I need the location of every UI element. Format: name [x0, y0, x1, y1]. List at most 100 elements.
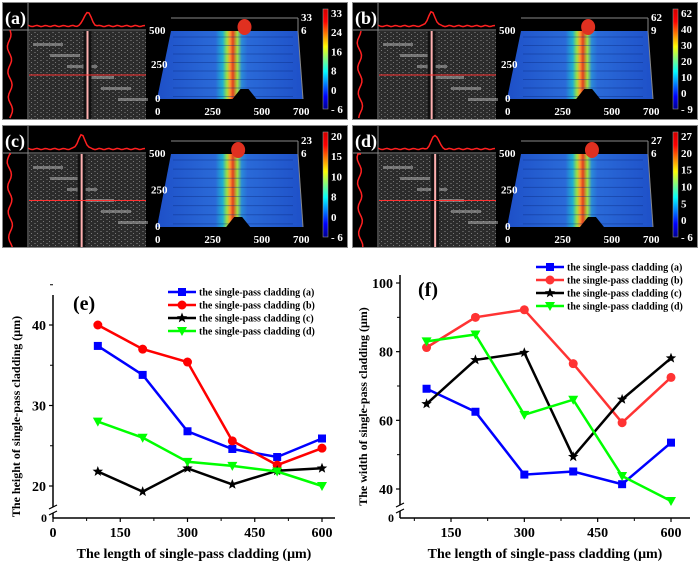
- y-tick-label: 0: [155, 221, 161, 233]
- colorbar-tick-label: 5: [681, 198, 687, 210]
- data-point-d: [227, 461, 238, 471]
- data-point-c: [92, 466, 104, 476]
- legend-label: the single-pass cladding (d): [567, 302, 683, 313]
- surface-streak: [383, 43, 413, 46]
- x-tick-label: 500: [604, 234, 621, 246]
- series-line-b: [97, 323, 323, 467]
- series-line-d: [426, 333, 672, 503]
- y-tick-label: 80: [379, 346, 393, 361]
- surface-streak: [84, 76, 114, 79]
- x-tick-label: 700: [643, 106, 660, 118]
- data-point-b: [617, 418, 627, 428]
- y-tick-label: 20: [32, 480, 46, 495]
- colorbar-tick-label: 40: [681, 24, 693, 36]
- series-c: [421, 347, 677, 462]
- surface-streak: [33, 166, 63, 169]
- series-line-a: [426, 387, 672, 486]
- colorbar-tick-label: - 6: [331, 104, 343, 116]
- y-tick-label: 100: [372, 277, 393, 292]
- x-tick-label: 250: [204, 234, 221, 246]
- colorbar-tick-label: 0: [331, 85, 337, 97]
- y-tick-label: 40: [32, 319, 46, 334]
- data-point-d: [421, 337, 432, 347]
- colorbar-tick-label: 0: [681, 215, 687, 227]
- data-point-d: [272, 467, 283, 477]
- surface-streak: [400, 54, 430, 57]
- data-point-b: [470, 312, 480, 322]
- legend-label: the single-pass cladding (b): [199, 301, 315, 312]
- y-tick-label: 0: [505, 93, 511, 105]
- surface-streak: [468, 98, 498, 101]
- x-tick-label: 0: [505, 234, 511, 246]
- surface-peak: [584, 142, 599, 158]
- colorbar: [322, 131, 329, 238]
- legend-marker: [544, 287, 556, 298]
- x-tick-label: 700: [293, 234, 310, 246]
- data-point-d: [666, 497, 676, 507]
- depth-axis: [297, 153, 304, 228]
- colorbar-tick-label: 15: [681, 165, 693, 177]
- x-tick-label: 500: [254, 234, 271, 246]
- colorbar-tick-label: 24: [331, 27, 343, 39]
- legend-item-c: the single-pass cladding (c): [536, 287, 682, 300]
- panel-label: (d): [355, 131, 377, 152]
- micrograph-panel-c: (c) 0 250 500 700 0 250 500 23 6 20 15 10 8 0 - 6: [2, 125, 348, 248]
- legend-marker: [176, 312, 188, 323]
- z-tick-label: 9: [651, 25, 657, 37]
- series-d: [92, 417, 327, 491]
- data-point-b: [422, 343, 432, 353]
- legend-label: the single-pass cladding (c): [567, 289, 682, 300]
- data-point-d: [137, 433, 148, 443]
- colorbar-tick-label: 10: [681, 182, 693, 194]
- y-tick-label: 0: [155, 93, 161, 105]
- z-tick-label: 6: [301, 148, 307, 160]
- legend-marker: [545, 302, 555, 311]
- series-line-a: [97, 344, 323, 459]
- colorbar-tick-label: 20: [681, 148, 693, 160]
- y-axis-title: The width of single-pass cladding (μm): [356, 307, 370, 506]
- series-a: [93, 341, 326, 462]
- y-tick-label: 60: [379, 414, 393, 429]
- x-tick-label: 250: [554, 234, 571, 246]
- surface-peak: [237, 19, 252, 35]
- width-profile-curve: [28, 11, 146, 28]
- data-point-b: [138, 344, 148, 354]
- data-point-a: [93, 341, 102, 350]
- data-point-a: [618, 480, 627, 489]
- data-point-b: [568, 359, 578, 369]
- surface-streak: [451, 210, 481, 213]
- width-profile-curve: [378, 134, 496, 151]
- series-a: [422, 384, 675, 489]
- surface-streak: [468, 221, 498, 224]
- panel-svg-c: (c) 0 250 500 700 0 250 500 236 20 15 10 8 0 - 6: [3, 126, 343, 247]
- data-point-a: [273, 453, 282, 462]
- axis-break-mark: [395, 502, 405, 508]
- series-c: [92, 462, 328, 497]
- colorbar-tick-label: 30: [681, 40, 693, 52]
- x-tick-label: 700: [643, 234, 660, 246]
- data-point-c: [421, 398, 432, 409]
- series-line-c: [97, 466, 323, 493]
- line-charts: 0 20 30 40 0 150 300 450 600 The length of single…: [0, 250, 700, 564]
- surface-streak: [33, 43, 63, 46]
- legend-item-d: the single-pass cladding (d): [536, 302, 683, 313]
- depth-axis: [647, 153, 654, 228]
- series-d: [421, 330, 676, 507]
- series-b: [93, 320, 327, 470]
- legend-item-a: the single-pass cladding (a): [536, 263, 682, 274]
- surface-shadow: [579, 217, 604, 227]
- y-tick-label: 40: [379, 483, 393, 498]
- surface-streak: [101, 87, 131, 90]
- y-tick-label: 30: [32, 400, 46, 415]
- x-tick-label: 600: [661, 526, 682, 541]
- chart-panel-label: (e): [73, 293, 95, 315]
- surface-3d: [507, 31, 653, 99]
- surface-streak: [400, 177, 430, 180]
- legend-marker: [178, 288, 186, 296]
- data-point-c: [182, 462, 193, 473]
- z-tick-label: 27: [651, 135, 663, 147]
- z-tick-label: 23: [301, 135, 313, 147]
